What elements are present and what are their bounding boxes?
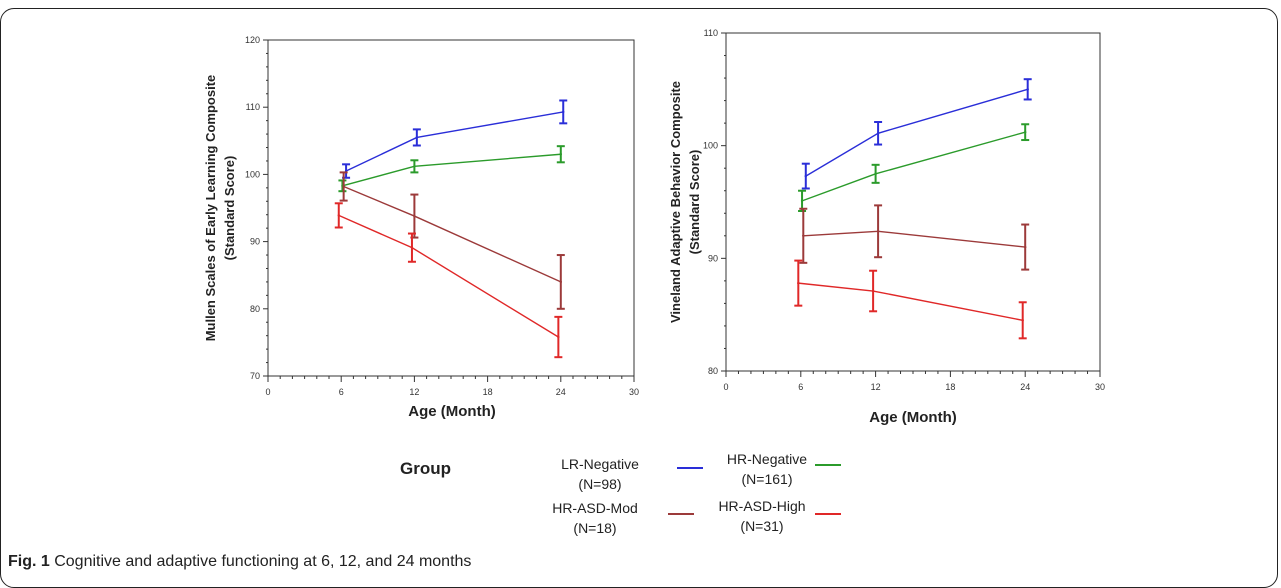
y-tick-label: 90 — [250, 237, 260, 247]
data-point — [876, 132, 880, 135]
data-point — [871, 289, 875, 293]
legend-n-hr-asd-high: (N=31) — [740, 518, 784, 534]
data-point — [876, 230, 880, 233]
x-tick-label: 24 — [1020, 382, 1030, 392]
legend-name-lr-negative: LR-Negative — [561, 456, 639, 472]
x-tick-label: 18 — [483, 387, 493, 397]
caption-label: Fig. 1 — [8, 553, 50, 570]
x-tick-label: 12 — [409, 387, 419, 397]
x-axis-label: Age (Month) — [408, 403, 495, 420]
y-tick-label: 120 — [245, 35, 260, 45]
data-point — [804, 174, 807, 178]
legend-label-hr-asd-mod: HR-ASD-Mod (N=18) — [535, 498, 655, 538]
legend-label-lr-negative: LR-Negative (N=98) — [540, 454, 660, 494]
data-point — [413, 214, 416, 218]
plot-frame — [725, 32, 1101, 372]
x-tick-label: 0 — [265, 387, 270, 397]
series-hr-asd-mod — [339, 171, 565, 310]
data-point — [559, 280, 562, 284]
series-line-lr-negative — [345, 111, 564, 172]
y-tick-label: 100 — [703, 141, 718, 151]
x-tick-label: 12 — [871, 382, 881, 392]
x-tick-label: 6 — [798, 382, 803, 392]
legend-swatch-lr-negative — [677, 467, 703, 469]
data-point — [800, 199, 804, 203]
series-line-hr-asd-high — [338, 214, 559, 338]
x-tick-label: 18 — [945, 382, 955, 392]
data-point — [562, 110, 565, 114]
legend-n-lr-negative: (N=98) — [578, 476, 622, 492]
data-point — [874, 172, 877, 176]
series-hr-asd-mod — [799, 204, 1030, 271]
series-line-hr-asd-mod — [803, 230, 1026, 248]
y-axis-label-units: (Standard Score) — [222, 156, 237, 261]
series-line-hr-asd-mod — [343, 185, 562, 283]
y-tick-label: 110 — [704, 28, 718, 38]
y-tick-label: 110 — [246, 102, 260, 112]
series-lr-negative — [801, 78, 1032, 190]
data-point — [1023, 245, 1027, 249]
series-line-hr-asd-high — [798, 282, 1023, 321]
data-point — [342, 185, 345, 188]
x-tick-label: 0 — [723, 382, 728, 392]
legend-name-hr-asd-high: HR-ASD-High — [718, 498, 806, 514]
x-tick-label: 30 — [1095, 382, 1105, 392]
x-tick-label: 24 — [556, 387, 566, 397]
y-axis-label: Vineland Adaptive Behavior Composite — [668, 81, 683, 323]
data-point — [415, 136, 419, 139]
data-point — [797, 281, 800, 285]
x-tick-label: 6 — [339, 387, 344, 397]
y-tick-label: 90 — [708, 253, 718, 263]
chart-2: 0 6 12 18 24 30 80 90 100 110 Age (Month) Vineland … — [668, 28, 1105, 426]
caption-text: Cognitive and adaptive functioning at 6,… — [49, 553, 472, 570]
y-tick-label: 100 — [245, 169, 260, 179]
series-hr-negative — [338, 145, 565, 193]
figure-caption: Fig. 1 Cognitive and adaptive functionin… — [8, 553, 471, 571]
data-point — [413, 165, 416, 168]
legend-name-hr-asd-mod: HR-ASD-Mod — [552, 500, 638, 516]
series-line-hr-negative — [801, 131, 1026, 202]
legend-name-hr-negative: HR-Negative — [726, 451, 808, 467]
series-lr-negative — [342, 99, 568, 179]
legend-label-hr-negative: HR-Negative (N=161) — [712, 449, 822, 489]
x-axis-label: Age (Month) — [869, 409, 956, 426]
data-point — [557, 335, 560, 339]
series-hr-asd-high — [794, 259, 1027, 340]
data-point — [559, 153, 562, 156]
chart-1: 0 6 12 18 24 30 70 80 90 100 110 120 Age (Month) Mull… — [203, 35, 639, 420]
series-line-hr-negative — [342, 153, 561, 187]
legend-title: Group — [400, 459, 451, 478]
data-point — [410, 246, 414, 249]
y-axis-label-units: (Standard Score) — [687, 150, 702, 255]
legend-label-hr-asd-high: HR-ASD-High (N=31) — [702, 496, 822, 536]
legend-n-hr-asd-mod: (N=18) — [573, 520, 617, 536]
plot-frame — [267, 39, 635, 377]
y-tick-label: 80 — [250, 304, 260, 314]
data-point — [337, 214, 340, 217]
series-hr-asd-high — [334, 202, 563, 359]
x-tick-label: 30 — [629, 387, 639, 397]
legend-n-hr-negative: (N=161) — [741, 471, 793, 487]
y-axis-label: Mullen Scales of Early Learning Composit… — [203, 75, 218, 342]
data-point — [1021, 319, 1024, 322]
y-tick-label: 80 — [708, 366, 718, 376]
legend-swatch-hr-asd-high — [815, 513, 841, 515]
series-hr-negative — [798, 123, 1030, 213]
data-point — [1026, 88, 1029, 91]
legend-swatch-hr-negative — [815, 464, 841, 466]
y-tick-label: 70 — [250, 371, 260, 381]
data-point — [1023, 130, 1027, 134]
data-point — [802, 234, 805, 237]
legend-swatch-hr-asd-mod — [668, 513, 694, 515]
